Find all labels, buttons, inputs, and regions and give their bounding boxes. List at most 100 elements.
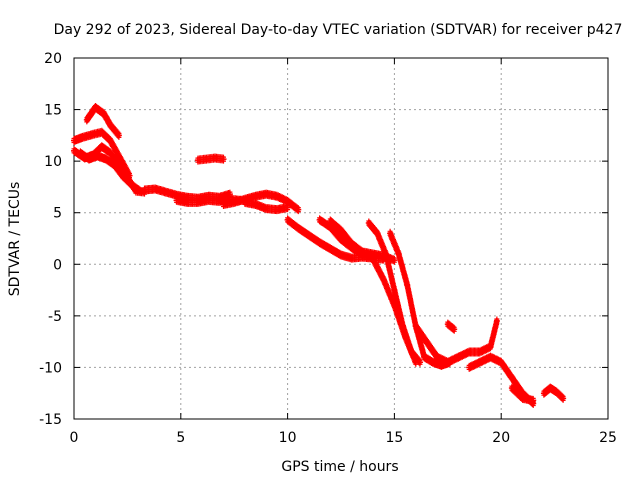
data-point: [547, 385, 554, 392]
data-point: [412, 323, 419, 330]
data-point: [107, 122, 114, 129]
data-point: [107, 149, 114, 156]
data-point: [493, 318, 500, 325]
data-point: [220, 156, 227, 163]
data-point: [284, 216, 291, 223]
data-point: [338, 227, 344, 234]
data-point: [444, 359, 451, 366]
data-point: [487, 343, 494, 350]
data-point: [252, 201, 259, 208]
data-point: [316, 239, 323, 246]
data-point: [519, 395, 526, 402]
data-point: [252, 193, 259, 200]
data-point: [434, 354, 441, 361]
x-tick-label: 15: [385, 430, 403, 446]
data-point: [487, 354, 494, 361]
data-point: [273, 206, 280, 213]
y-tick-label: 20: [44, 51, 62, 67]
series-arc-c: [83, 103, 122, 140]
data-point: [111, 162, 118, 169]
data-points: [71, 103, 567, 408]
series-arc-b: [71, 127, 133, 181]
data-point: [162, 189, 169, 196]
axis-ticks: [73, 57, 609, 420]
data-point: [455, 354, 462, 361]
data-point: [553, 389, 560, 396]
x-tick-label: 5: [176, 430, 185, 446]
data-point: [370, 256, 377, 263]
data-point: [126, 172, 133, 179]
series-arc-d: [77, 148, 144, 196]
x-axis-label: GPS time / hours: [281, 459, 398, 475]
data-point: [348, 240, 355, 247]
series-arc-q: [444, 319, 458, 334]
data-point: [71, 147, 77, 154]
y-tick-label: -10: [39, 360, 62, 376]
data-point: [83, 116, 90, 123]
data-point: [92, 104, 99, 111]
data-point: [466, 364, 473, 371]
data-point: [387, 230, 394, 237]
data-point: [359, 248, 366, 255]
series-band: [509, 383, 536, 405]
series-arc-u: [540, 383, 567, 403]
y-tick-label: 5: [53, 206, 62, 222]
data-point: [327, 217, 334, 224]
data-point: [391, 287, 398, 294]
series-arc-e: [194, 153, 227, 165]
x-tick-label: 10: [279, 430, 297, 446]
data-point: [216, 198, 223, 205]
data-point: [220, 201, 227, 208]
series-arc-o: [387, 228, 453, 370]
data-point: [273, 193, 280, 200]
data-point: [173, 197, 180, 204]
y-tick-label: -15: [39, 412, 62, 428]
data-point: [194, 157, 201, 164]
data-point: [338, 236, 344, 243]
series-arc-r: [455, 316, 500, 362]
data-point: [429, 359, 436, 366]
x-tick-label: 20: [492, 430, 510, 446]
data-point: [263, 191, 270, 198]
data-point: [194, 199, 201, 206]
data-point: [100, 110, 107, 117]
data-point: [508, 385, 515, 392]
data-point: [404, 281, 411, 288]
data-point: [152, 185, 159, 192]
data-point: [295, 225, 302, 232]
x-tick-label: 0: [70, 430, 79, 446]
data-point: [85, 156, 92, 163]
data-point: [120, 173, 127, 180]
data-point: [508, 374, 515, 381]
data-point: [374, 230, 381, 237]
data-point: [316, 216, 323, 223]
data-point: [203, 156, 210, 163]
chart-title: Day 292 of 2023, Sidereal Day-to-day VTE…: [54, 22, 623, 38]
x-tick-label: 25: [599, 430, 617, 446]
data-point: [348, 255, 355, 262]
data-point: [103, 156, 110, 163]
data-point: [382, 250, 389, 257]
x-tick-labels: 0 5 10 15 20 25: [70, 430, 617, 446]
data-point: [284, 204, 291, 211]
series-arc-l: [327, 216, 398, 265]
data-point: [476, 359, 483, 366]
data-point: [79, 134, 86, 141]
data-point: [184, 199, 191, 206]
data-point: [338, 252, 344, 259]
series-arc-i: [241, 197, 291, 215]
y-tick-label: -5: [48, 309, 62, 325]
data-point: [395, 250, 402, 257]
data-point: [412, 359, 419, 366]
data-point: [71, 137, 77, 144]
data-point: [77, 149, 84, 156]
data-point: [305, 232, 312, 239]
data-point: [423, 338, 430, 345]
data-point: [94, 152, 101, 159]
data-point: [451, 326, 458, 333]
data-point: [141, 187, 148, 194]
data-point: [98, 129, 105, 136]
y-tick-label: 10: [44, 154, 62, 170]
data-point: [205, 197, 212, 204]
